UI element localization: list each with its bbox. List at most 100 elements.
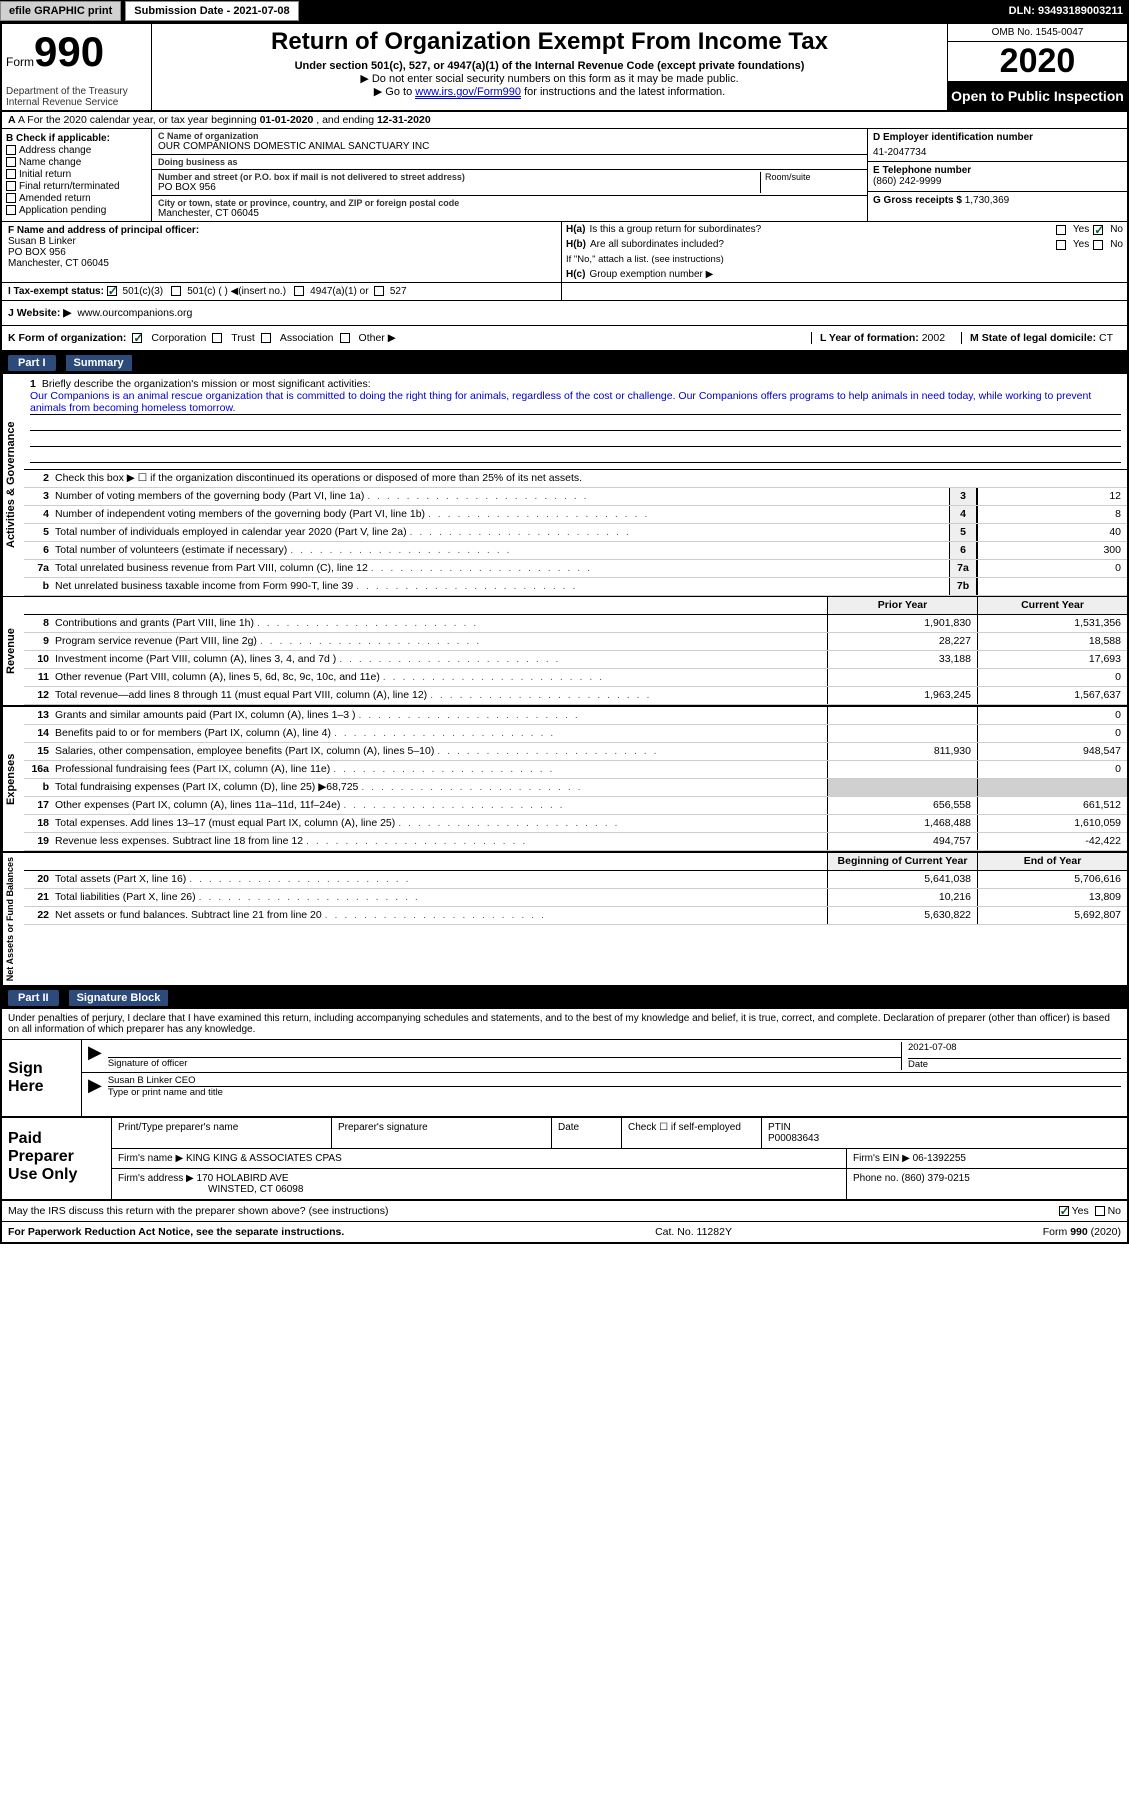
firm-addr1: 170 HOLABIRD AVE [197, 1173, 289, 1184]
header-row: Form 990 Department of the Treasury Inte… [2, 24, 1127, 112]
box-b: B Check if applicable: Address change Na… [2, 129, 152, 221]
chk-final-return[interactable] [6, 181, 16, 191]
line-value: 12 [977, 488, 1127, 505]
hb-yes-chk[interactable] [1056, 240, 1066, 250]
irs-link[interactable]: www.irs.gov/Form990 [415, 86, 521, 99]
discuss-yes: Yes [1072, 1205, 1089, 1217]
chk-trust[interactable] [212, 333, 222, 343]
graphic-btn[interactable]: efile GRAPHIC print [0, 1, 121, 21]
section-activities: Activities & Governance 1Briefly describ… [2, 374, 1127, 596]
dba-label: Doing business as [158, 157, 861, 167]
summary-line: 5Total number of individuals employed in… [24, 524, 1127, 542]
org-name: OUR COMPANIONS DOMESTIC ANIMAL SANCTUARY… [158, 141, 861, 152]
part1-title: Summary [66, 355, 132, 371]
hc-text: Group exemption number ▶ [589, 269, 713, 280]
arrow-icon: ▶ [88, 1075, 102, 1098]
line-text: Total liabilities (Part X, line 26) [52, 889, 827, 906]
firm-addr2: WINSTED, CT 06098 [208, 1184, 840, 1195]
org-name-label: C Name of organization [158, 131, 861, 141]
chk-527[interactable] [374, 286, 384, 296]
ein-value: 41-2047734 [873, 147, 1122, 158]
line-text: Net unrelated business taxable income fr… [52, 578, 949, 595]
chk-501c3[interactable] [107, 286, 117, 296]
discuss-no-chk[interactable] [1095, 1206, 1105, 1216]
chk-4947[interactable] [294, 286, 304, 296]
addr-value: PO BOX 956 [158, 182, 756, 193]
chk-address-change[interactable] [6, 145, 16, 155]
note-goto: ▶ Go to www.irs.gov/Form990 for instruct… [160, 85, 939, 98]
line-text: Total number of individuals employed in … [52, 524, 949, 541]
opt-corp: Corporation [151, 332, 206, 344]
header-end-year: End of Year [977, 853, 1127, 870]
line-text: Number of voting members of the governin… [52, 488, 949, 505]
open-to-public: Open to Public Inspection [948, 82, 1127, 110]
note2-post: for instructions and the latest informat… [521, 86, 725, 98]
form-990-document: Form 990 Department of the Treasury Inte… [0, 22, 1129, 1244]
opt-assoc: Association [280, 332, 334, 344]
box-d: D Employer identification number 41-2047… [867, 129, 1127, 221]
sig-officer-label: Signature of officer [108, 1058, 901, 1069]
summary-line: 22Net assets or fund balances. Subtract … [24, 907, 1127, 925]
tax-year: 2020 [948, 42, 1127, 82]
prior-year-value [827, 725, 977, 742]
hb-no-chk[interactable] [1093, 240, 1103, 250]
row-k: K Form of organization: Corporation Trus… [2, 326, 1127, 352]
section-bcd: B Check if applicable: Address change Na… [2, 129, 1127, 222]
summary-line: 9Program service revenue (Part VIII, lin… [24, 633, 1127, 651]
line-num: 4 [24, 506, 52, 523]
ptin-value: P00083643 [768, 1133, 1121, 1144]
ty-begin: 01-01-2020 [260, 114, 314, 126]
line-box: 3 [949, 488, 977, 505]
summary-line: bTotal fundraising expenses (Part IX, co… [24, 779, 1127, 797]
chk-501c[interactable] [171, 286, 181, 296]
chk-assoc[interactable] [261, 333, 271, 343]
current-year-value: 1,610,059 [977, 815, 1127, 832]
chk-name-change[interactable] [6, 157, 16, 167]
ha-no: No [1110, 224, 1123, 235]
line-text: Total revenue—add lines 8 through 11 (mu… [52, 687, 827, 704]
line-text: Total number of volunteers (estimate if … [52, 542, 949, 559]
domicile-value: CT [1099, 332, 1113, 344]
ha-yes-chk[interactable] [1056, 225, 1066, 235]
submission-date: Submission Date - 2021-07-08 [125, 1, 298, 21]
row-j: J Website: ▶ www.ourcompanions.org [2, 301, 1127, 326]
side-revenue: Revenue [2, 597, 24, 705]
summary-line: 12Total revenue—add lines 8 through 11 (… [24, 687, 1127, 705]
sig-date-value: 2021-07-08 [908, 1042, 1121, 1058]
mission-box: 1Briefly describe the organization's mis… [24, 374, 1127, 470]
discuss-row: May the IRS discuss this return with the… [2, 1201, 1127, 1222]
opt-527: 527 [390, 286, 407, 297]
line-value: 40 [977, 524, 1127, 541]
form-word: Form [6, 55, 34, 69]
chk-corp[interactable] [132, 333, 142, 343]
line-text: Salaries, other compensation, employee b… [52, 743, 827, 760]
line-a-pre: A For the 2020 calendar year, or tax yea… [18, 114, 260, 126]
chk-other[interactable] [340, 333, 350, 343]
line-text: Net assets or fund balances. Subtract li… [52, 907, 827, 924]
officer-name: Susan B Linker [8, 236, 555, 247]
officer-addr2: Manchester, CT 06045 [8, 258, 555, 269]
mission-blank1 [30, 417, 1121, 431]
firm-phone-value: (860) 379-0215 [901, 1173, 969, 1184]
prior-year-value [827, 761, 977, 778]
summary-line: 15Salaries, other compensation, employee… [24, 743, 1127, 761]
website-value: www.ourcompanions.org [77, 307, 192, 319]
line-num: b [24, 779, 52, 796]
line-num: 21 [24, 889, 52, 906]
hb-no: No [1110, 239, 1123, 250]
chk-amended[interactable] [6, 193, 16, 203]
current-year-value: -42,422 [977, 833, 1127, 850]
chk-initial-return[interactable] [6, 169, 16, 179]
summary-line: 13Grants and similar amounts paid (Part … [24, 707, 1127, 725]
discuss-yes-chk[interactable] [1059, 1206, 1069, 1216]
hb-note: If "No," attach a list. (see instruction… [566, 254, 724, 265]
line-num: 22 [24, 907, 52, 924]
chk-app-pending[interactable] [6, 205, 16, 215]
current-year-value: 5,692,807 [977, 907, 1127, 924]
lbl-final-return: Final return/terminated [19, 181, 120, 192]
ha-no-chk[interactable] [1093, 225, 1103, 235]
yof-label: L Year of formation: [820, 332, 919, 344]
hb-yes: Yes [1073, 239, 1089, 250]
form-number: 990 [34, 28, 104, 76]
note-ssn: ▶ Do not enter social security numbers o… [160, 72, 939, 85]
